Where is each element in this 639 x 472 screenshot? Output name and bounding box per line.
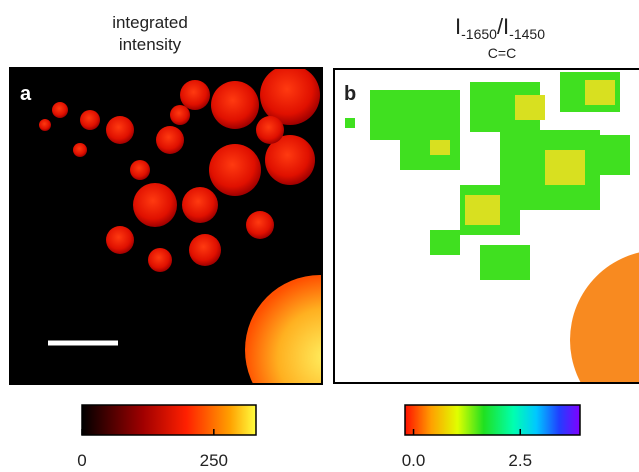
colorbar-tick-label: 250 — [200, 451, 228, 470]
title-part: I — [455, 14, 461, 39]
image-a — [10, 68, 322, 384]
panel-title: integrated — [112, 13, 188, 32]
image-b — [334, 69, 639, 383]
panel-frame — [9, 67, 323, 385]
panel-title: I-1650/I-1450 — [455, 14, 545, 42]
colorbar — [404, 404, 581, 436]
panel-frame — [333, 68, 639, 384]
title-part: /I — [497, 14, 509, 39]
colorbar-tick-label: 2.5 — [508, 451, 532, 470]
panel-title: intensity — [119, 35, 182, 54]
panel-label: a — [20, 83, 32, 105]
colorbar — [81, 404, 257, 436]
colorbar-tick-label: 0 — [77, 451, 86, 470]
title-part: -1650 — [461, 26, 497, 42]
colorbar-tick-label: 0.0 — [402, 451, 426, 470]
panel-label: b — [344, 83, 356, 105]
panel-subtitle: C=C — [488, 45, 516, 61]
title-part: -1450 — [509, 26, 545, 42]
